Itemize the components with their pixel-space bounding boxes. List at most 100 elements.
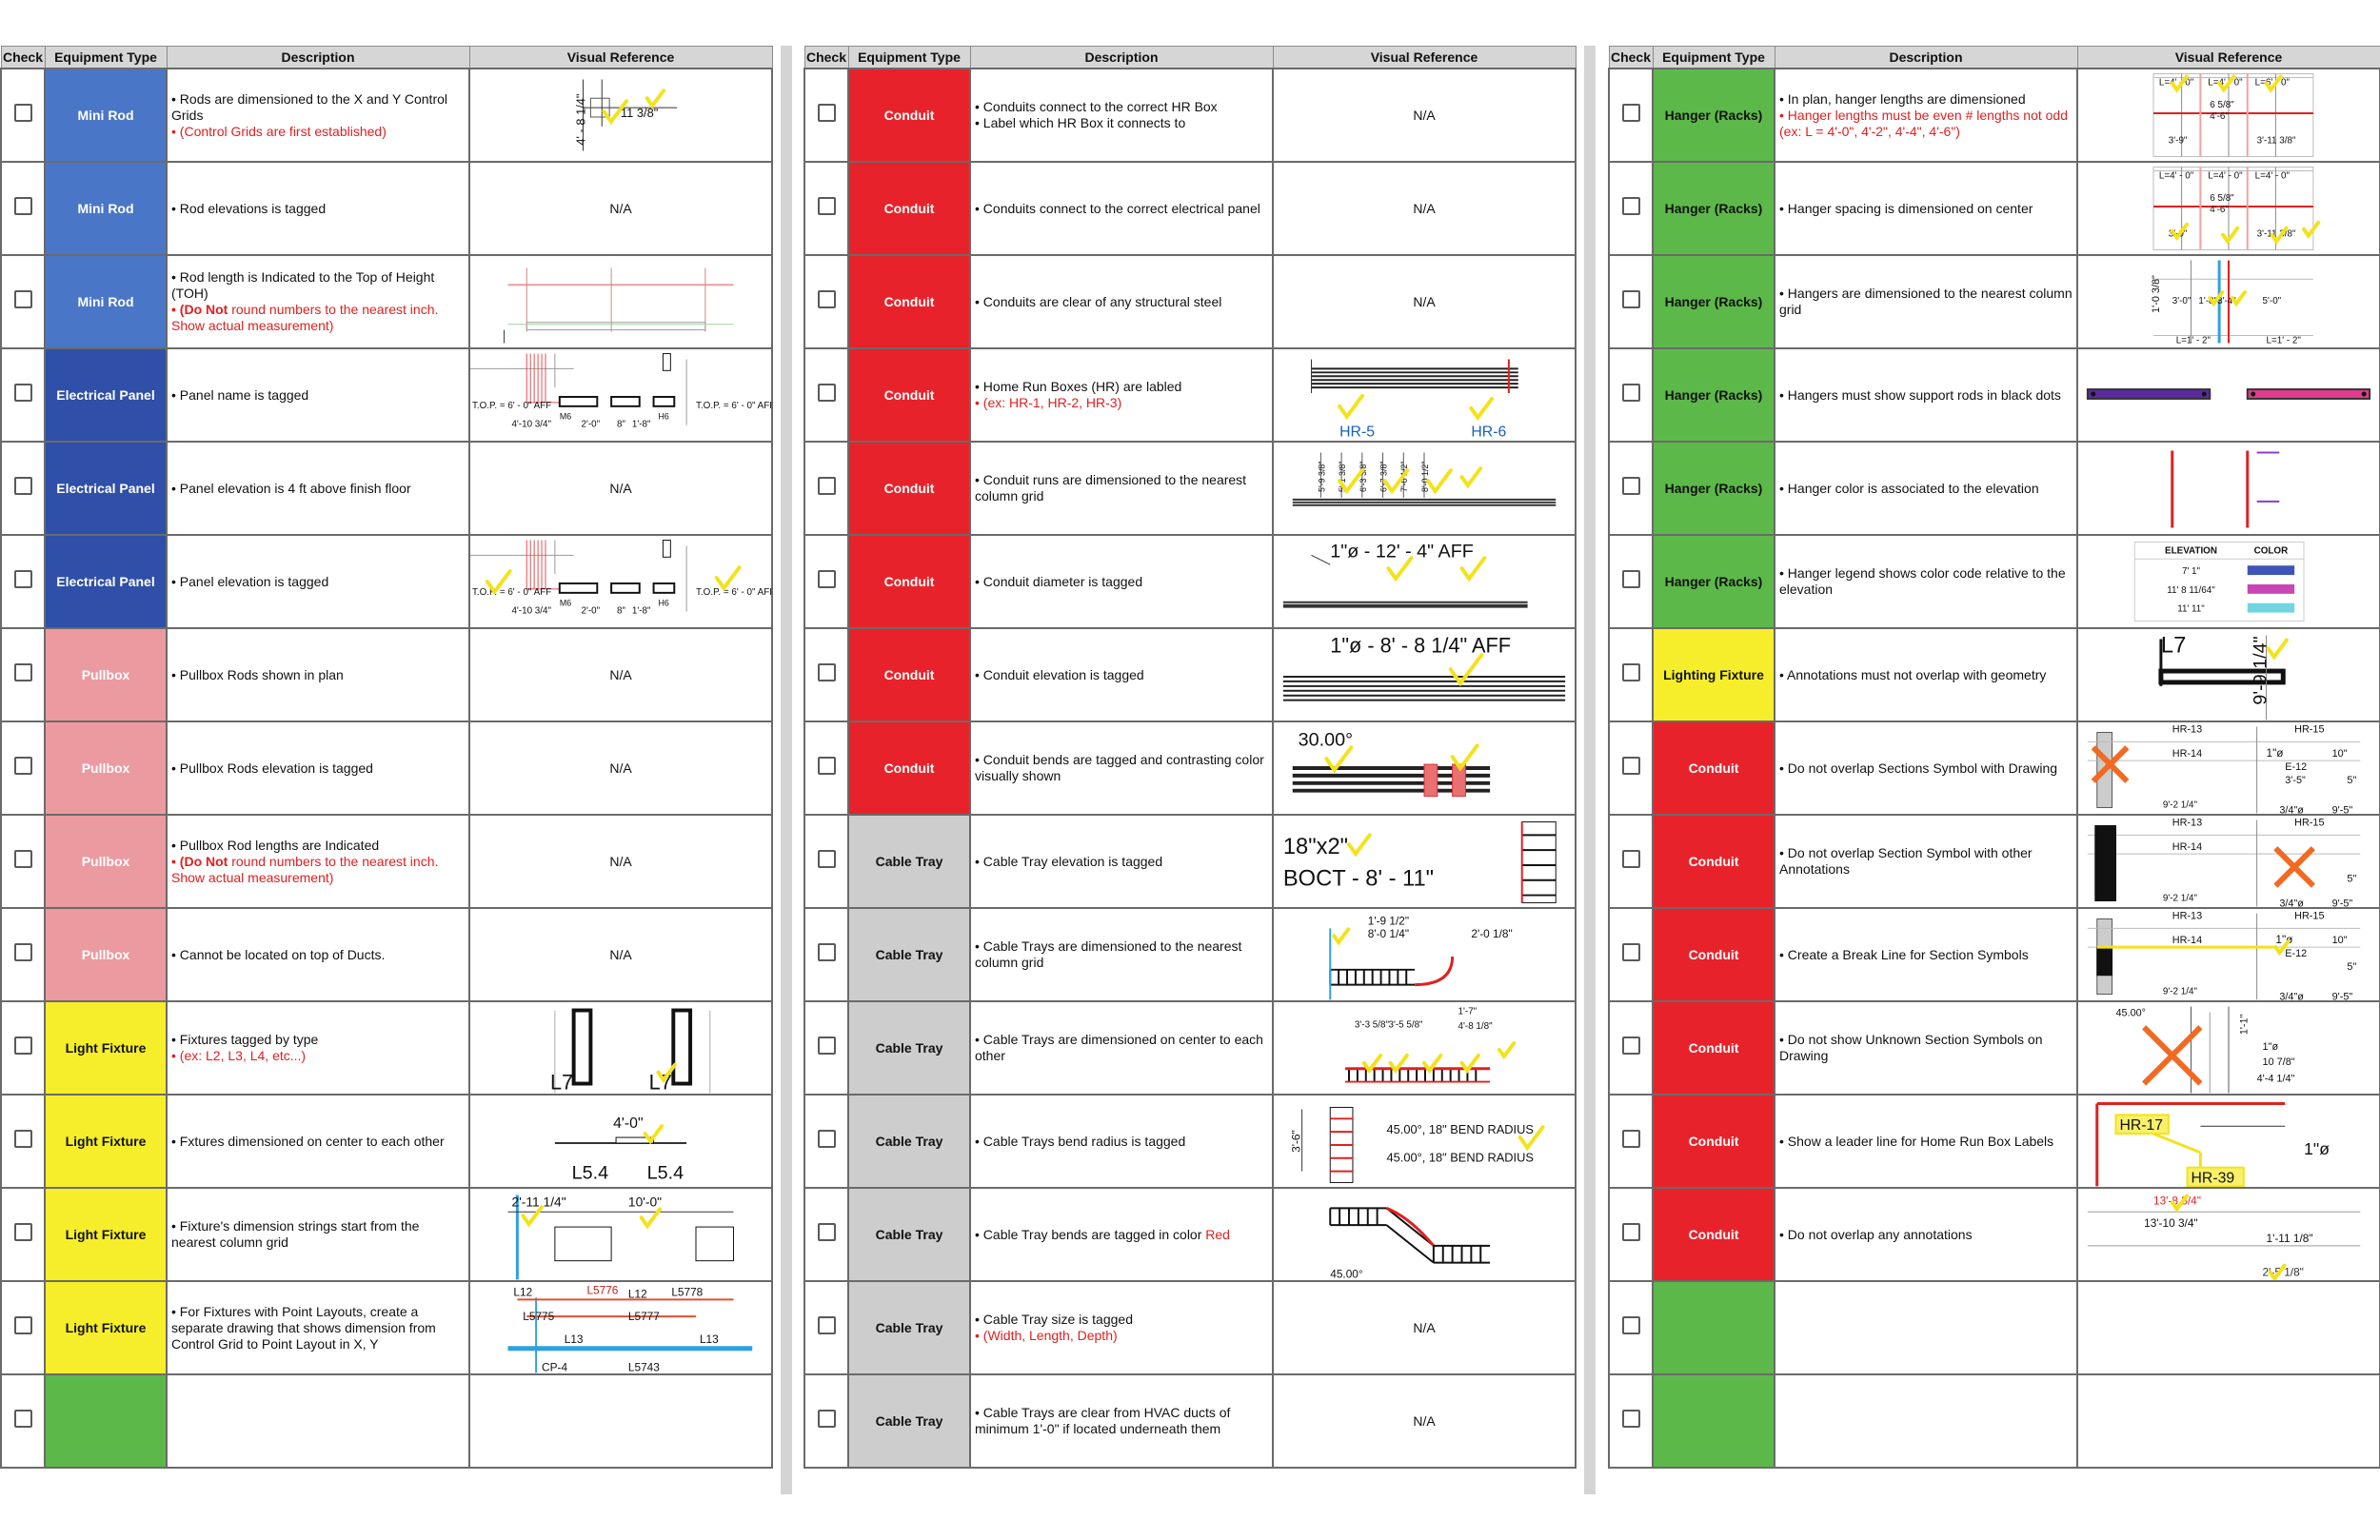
checkbox[interactable]	[13, 1130, 32, 1148]
visual-label: 4'-0"	[613, 1116, 643, 1132]
checkbox[interactable]	[817, 850, 836, 868]
equipment-type-cell: Conduit	[1652, 1187, 1775, 1282]
check-cell	[1608, 721, 1654, 816]
visual-label: L5776	[586, 1283, 618, 1296]
visual-label: 1"ø - 12' - 4" AFF	[1330, 541, 1474, 562]
description-cell: • Do not overlap Sections Symbol with Dr…	[1774, 721, 2078, 816]
visual-label: 3'-11 3/8"	[2257, 229, 2296, 240]
description-cell: • Conduit diameter is tagged	[969, 534, 1274, 629]
equipment-type-cell: Light Fixture	[44, 1280, 168, 1375]
drawing-shape	[2094, 824, 2116, 901]
checkbox[interactable]	[13, 1223, 32, 1241]
checkmark-icon	[1497, 1041, 1517, 1060]
visual-label: L12	[513, 1285, 532, 1298]
checkmark-icon	[2273, 939, 2291, 957]
checkbox[interactable]	[817, 1037, 836, 1055]
checkbox[interactable]	[1621, 290, 1640, 308]
equipment-type-cell: Conduit	[847, 347, 971, 443]
checkbox[interactable]	[13, 1316, 32, 1334]
checklist-row: Lighting Fixture • Annotations must not o…	[1608, 627, 2380, 722]
checkbox[interactable]	[13, 570, 32, 588]
checkbox[interactable]	[1621, 477, 1640, 495]
checkbox[interactable]	[817, 663, 836, 681]
checkbox[interactable]	[13, 384, 32, 402]
equipment-type-cell: Conduit	[847, 68, 971, 163]
checkbox[interactable]	[817, 384, 836, 402]
checkbox[interactable]	[1621, 570, 1640, 588]
header-row: Check Equipment Type Description Visual Ref…	[0, 46, 773, 69]
checkmark-icon	[1459, 466, 1483, 489]
checkmark-icon	[2221, 226, 2240, 245]
checkbox[interactable]	[817, 1316, 836, 1334]
checkbox[interactable]	[13, 663, 32, 681]
checkbox[interactable]	[13, 850, 32, 868]
checkbox[interactable]	[817, 757, 836, 775]
checkbox[interactable]	[817, 1410, 836, 1428]
checkbox[interactable]	[13, 197, 32, 215]
checkbox[interactable]	[817, 104, 836, 122]
not-applicable-text: N/A	[1413, 294, 1436, 309]
visual-label: 5'-9 3/8"	[1317, 461, 1326, 491]
legend-color-swatch	[2247, 602, 2295, 613]
checkbox[interactable]	[817, 943, 836, 961]
checkbox[interactable]	[13, 1410, 32, 1428]
visual-label: L=4' - 0"	[2159, 170, 2194, 181]
checkbox[interactable]	[1621, 663, 1640, 681]
checkbox[interactable]	[1621, 757, 1640, 775]
visual-label: L=1' - 2"	[2176, 335, 2211, 346]
equipment-type-cell: Cable Tray	[847, 1000, 971, 1096]
checkbox[interactable]	[1621, 1037, 1640, 1055]
checkbox[interactable]	[1621, 943, 1640, 961]
equipment-type-header: Equipment Type	[1652, 46, 1775, 69]
checkbox[interactable]	[13, 477, 32, 495]
visual-label: 1'-7"	[1458, 1006, 1478, 1017]
check-header: Check	[803, 46, 849, 69]
visual-label: HR-15	[2294, 723, 2324, 735]
checkbox[interactable]	[817, 477, 836, 495]
checkbox[interactable]	[817, 290, 836, 308]
checkbox[interactable]	[1621, 1223, 1640, 1241]
checkbox[interactable]	[13, 1037, 32, 1055]
description-cell: • In plan, hanger lengths are dimensione…	[1774, 68, 2078, 163]
visual-reference-header: Visual Reference	[468, 46, 773, 69]
column-divider	[1584, 46, 1596, 1494]
equipment-type-cell: Cable Tray	[847, 1280, 971, 1375]
checkbox[interactable]	[13, 757, 32, 775]
checkbox[interactable]	[817, 570, 836, 588]
checkmark-icon	[1425, 468, 1453, 495]
description-text: • Rods are dimensioned to the X and Y Co…	[171, 90, 448, 123]
checkbox[interactable]	[817, 197, 836, 215]
checkmark-icon	[2264, 74, 2283, 93]
checkbox[interactable]	[817, 1223, 836, 1241]
checkbox[interactable]	[1621, 1316, 1640, 1334]
visual-reference-drawing: 4' - 8 1/4" 11 3/8"	[573, 79, 678, 151]
check-cell	[1608, 627, 1654, 722]
description-cell: • Fixture's dimension strings start from…	[166, 1187, 470, 1282]
description-text: • Hangers are dimensioned to the nearest…	[1779, 286, 2073, 317]
visual-label: 11 3/8"	[621, 106, 659, 120]
checkmark-icon	[2170, 222, 2189, 241]
checkbox[interactable]	[13, 290, 32, 308]
drawing-shape	[695, 1226, 734, 1262]
checkbox[interactable]	[1621, 850, 1640, 868]
checklist-row: Hanger (Racks) • Hanger color is associat…	[1608, 441, 2380, 536]
checkbox[interactable]	[1621, 384, 1640, 402]
checklist-row: Conduit • Conduit elevation is tagged 1"ø …	[803, 627, 1577, 722]
visual-label: 8"	[617, 606, 625, 617]
checkbox[interactable]	[1621, 1130, 1640, 1148]
legend-header: COLOR	[2254, 545, 2289, 556]
checkbox[interactable]	[13, 104, 32, 122]
checkbox[interactable]	[13, 943, 32, 961]
checklist-row: Light Fixture • Fixtures tagged by type • …	[0, 1000, 773, 1096]
checkbox[interactable]	[1621, 197, 1640, 215]
checklist-row: Cable Tray • Cable Trays are dimensioned …	[803, 907, 1577, 1002]
visual-reference-cell: 1'-0 3/8" 3'-0" 1'-8" 3'-4" 5'-0" L=1' - 2" L=…	[2076, 254, 2380, 349]
checkbox[interactable]	[1621, 104, 1640, 122]
checkbox[interactable]	[1621, 1410, 1640, 1428]
visual-reference-drawing: 5'-9 3/8" 5'-1 3/8" 6'-3 3/8" 6'-7 3/8" 7'-0…	[1292, 452, 1557, 506]
equipment-type-cell: Cable Tray	[847, 1187, 971, 1282]
check-cell	[1608, 1094, 1654, 1189]
visual-reference-cell: HR-13 HR-15 HR-14 9'-2 1/4" 3/4"ø 9'-5" 5"	[2076, 814, 2380, 909]
visual-label: 8'-0 1/2"	[1420, 461, 1430, 491]
checkbox[interactable]	[817, 1130, 836, 1148]
